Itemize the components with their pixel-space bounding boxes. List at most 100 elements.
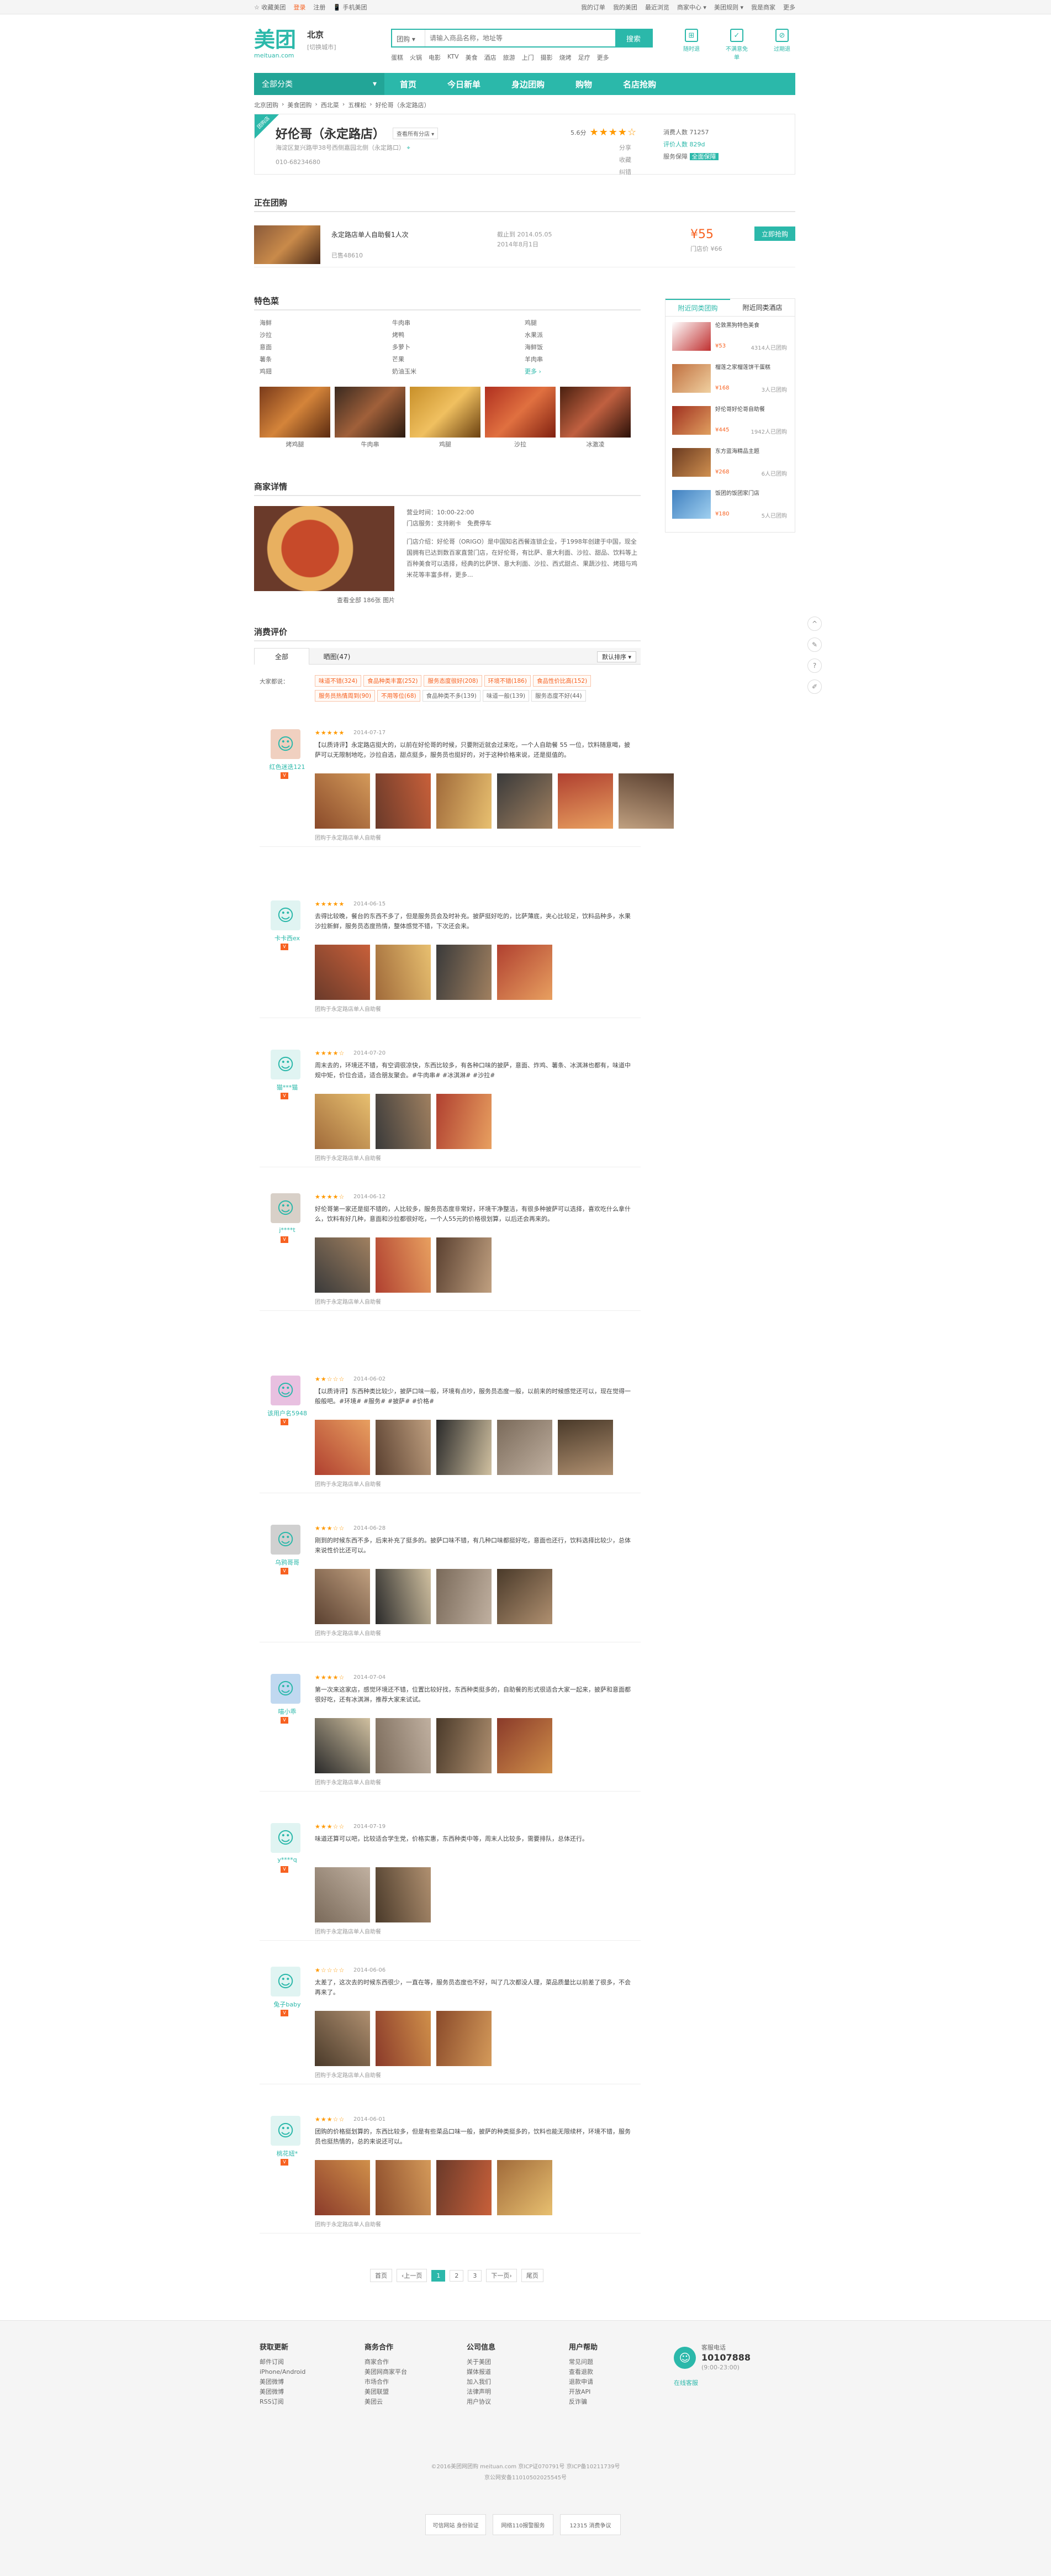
favorite-link[interactable]: ☆ 收藏美团 xyxy=(254,4,286,11)
nav-home[interactable]: 首页 xyxy=(400,79,417,89)
review-username[interactable]: y****q xyxy=(277,1856,297,1863)
hotword[interactable]: 摄影 xyxy=(540,54,553,61)
review-source[interactable]: 团购于永定路店单人自助餐 xyxy=(315,1780,381,1786)
review-tag[interactable]: 食品种类丰富(252) xyxy=(363,675,422,687)
review-photo[interactable] xyxy=(436,2011,492,2066)
tab-nearby-hotels[interactable]: 附近同类酒店 xyxy=(742,304,783,312)
nearby-deal-image[interactable] xyxy=(672,322,711,351)
dish-item[interactable]: 羊肉串 xyxy=(525,356,543,363)
review-tag[interactable]: 环境不错(186) xyxy=(484,675,531,687)
footer-link[interactable]: RSS订阅 xyxy=(260,2398,284,2405)
review-photo[interactable] xyxy=(436,1094,492,1149)
review-photo[interactable] xyxy=(315,773,370,829)
review-photo[interactable] xyxy=(436,1237,492,1293)
more-link[interactable]: 更多 xyxy=(783,4,795,11)
crumb-item[interactable]: 北京团购 xyxy=(254,102,278,109)
footer-link[interactable]: 商家合作 xyxy=(365,2358,389,2366)
avatar[interactable]: ☺ xyxy=(271,1376,300,1405)
nearby-deal-item[interactable]: 东方蓝海精品主题 ¥268 6人已团购 xyxy=(672,448,789,483)
dish-item[interactable]: 奶油玉米 xyxy=(392,368,416,375)
share-link[interactable]: 分享 xyxy=(619,144,631,151)
footer-link[interactable]: 退款申请 xyxy=(569,2378,593,2385)
review-photo[interactable] xyxy=(315,1867,370,1922)
crumb-item[interactable]: 五棵松 xyxy=(348,102,367,109)
dish-item[interactable]: 多萝卜 xyxy=(392,344,410,351)
review-photo[interactable] xyxy=(315,1094,370,1149)
deal-title[interactable]: 永定路店单人自助餐1人次 xyxy=(331,231,409,239)
review-tag[interactable]: 味道一般(139) xyxy=(482,690,530,702)
dish-photo[interactable] xyxy=(485,387,556,438)
help-icon[interactable]: ? xyxy=(807,659,822,673)
search-button[interactable]: 搜索 xyxy=(615,30,652,46)
my-meituan-link[interactable]: 我的美团 xyxy=(612,4,637,11)
search-input[interactable] xyxy=(425,30,615,46)
recent-views-link[interactable]: 最近浏览 xyxy=(645,4,669,11)
back-to-top-icon[interactable]: ^ xyxy=(807,617,822,631)
review-source[interactable]: 团购于永定路店单人自助餐 xyxy=(315,1156,381,1162)
nav-today-new[interactable]: 今日新单 xyxy=(447,79,481,89)
deal-item[interactable]: 永定路店单人自助餐1人次 已售48610 截止到 2014.05.05 2014年… xyxy=(254,222,795,267)
city-selector[interactable]: 北京 [切换城市] xyxy=(307,29,336,51)
crumb-item[interactable]: 美食团购 xyxy=(287,102,312,109)
view-all-photos-link[interactable]: 查看全部 186张 图片 xyxy=(337,597,395,604)
review-photo[interactable] xyxy=(315,945,370,1000)
review-photo[interactable] xyxy=(376,1237,431,1293)
review-username[interactable]: 桃花妞* xyxy=(276,2150,298,2157)
review-photo[interactable] xyxy=(436,1718,492,1773)
hotword[interactable]: 火锅 xyxy=(410,54,422,61)
review-photo[interactable] xyxy=(497,1420,552,1475)
rating-count[interactable]: 评价人数 829d xyxy=(663,141,705,148)
avatar[interactable]: ☺ xyxy=(271,1525,300,1555)
page-2[interactable]: 2 xyxy=(450,2269,464,2282)
avatar[interactable]: ☺ xyxy=(271,1674,300,1704)
review-tag[interactable]: 味道不错(324) xyxy=(315,675,362,687)
review-photo[interactable] xyxy=(376,1867,431,1922)
avatar[interactable]: ☺ xyxy=(271,1050,300,1079)
crumb-item[interactable]: 西北菜 xyxy=(320,102,339,109)
tab-nearby-deals[interactable]: 附近同类团购 xyxy=(666,299,730,316)
dish-item[interactable]: 海鲜 xyxy=(260,319,272,326)
review-source[interactable]: 团购于永定路店单人自助餐 xyxy=(315,1631,381,1637)
correct-link[interactable]: 纠错 xyxy=(619,168,631,176)
review-photo[interactable] xyxy=(497,2160,552,2215)
review-tag[interactable]: 服务态度很好(208) xyxy=(424,675,482,687)
footer-link[interactable]: 查看退款 xyxy=(569,2368,593,2375)
review-username[interactable]: 卡卡西ex xyxy=(274,935,300,942)
review-photo[interactable] xyxy=(497,1569,552,1624)
mobile-link[interactable]: 📱 手机美团 xyxy=(333,4,367,11)
hotword[interactable]: 电影 xyxy=(429,54,441,61)
nearby-deal-title[interactable]: 东方蓝海精品主题 xyxy=(715,449,759,455)
dish-item[interactable]: 烤鸭 xyxy=(392,331,404,339)
rules-link[interactable]: 美团规则 ▾ xyxy=(714,4,743,11)
avatar[interactable]: ☺ xyxy=(271,1823,300,1853)
review-photo[interactable] xyxy=(376,1569,431,1624)
hotword[interactable]: 蛋糕 xyxy=(391,54,403,61)
review-photo[interactable] xyxy=(315,1420,370,1475)
tab-all[interactable]: 全部 xyxy=(254,648,309,665)
review-photo[interactable] xyxy=(619,773,674,829)
hotword[interactable]: 上门 xyxy=(521,54,534,61)
search-type-select[interactable]: 团购 ▾ xyxy=(392,30,425,46)
footer-link[interactable]: iPhone/Android xyxy=(260,2368,306,2375)
dish-item[interactable]: 鸡翅 xyxy=(260,368,272,375)
footer-link[interactable]: 美团联盟 xyxy=(365,2388,389,2395)
review-username[interactable]: 兔子baby xyxy=(273,2001,301,2008)
feedback-icon[interactable]: ✎ xyxy=(807,638,822,652)
dish-item[interactable]: 薯条 xyxy=(260,356,272,363)
expired-refund-icon[interactable]: ⊘ 过期退 xyxy=(769,29,795,61)
footer-link[interactable]: 美团微博 xyxy=(260,2378,284,2385)
branch-selector[interactable]: 查看所有分店 ▾ xyxy=(393,128,439,139)
review-source[interactable]: 团购于永定路店单人自助餐 xyxy=(315,1299,381,1305)
i-am-merchant-link[interactable]: 我是商家 xyxy=(751,4,775,11)
hotword[interactable]: 旅游 xyxy=(503,54,515,61)
nearby-deal-title[interactable]: 饭团的饭团家门店 xyxy=(715,491,759,497)
footer-link[interactable]: 媒体报道 xyxy=(467,2368,491,2375)
review-photo[interactable] xyxy=(376,2160,431,2215)
review-username[interactable]: 红色迷迭121 xyxy=(269,763,305,771)
dish-item[interactable]: 意面 xyxy=(260,344,272,351)
logo[interactable]: 美团 meituan.com xyxy=(254,27,297,60)
review-photo[interactable] xyxy=(436,1420,492,1475)
trust-badge[interactable]: 可信网站 身份验证 xyxy=(425,2514,486,2535)
page-next[interactable]: 下一页› xyxy=(486,2269,517,2282)
avatar[interactable]: ☺ xyxy=(271,900,300,930)
